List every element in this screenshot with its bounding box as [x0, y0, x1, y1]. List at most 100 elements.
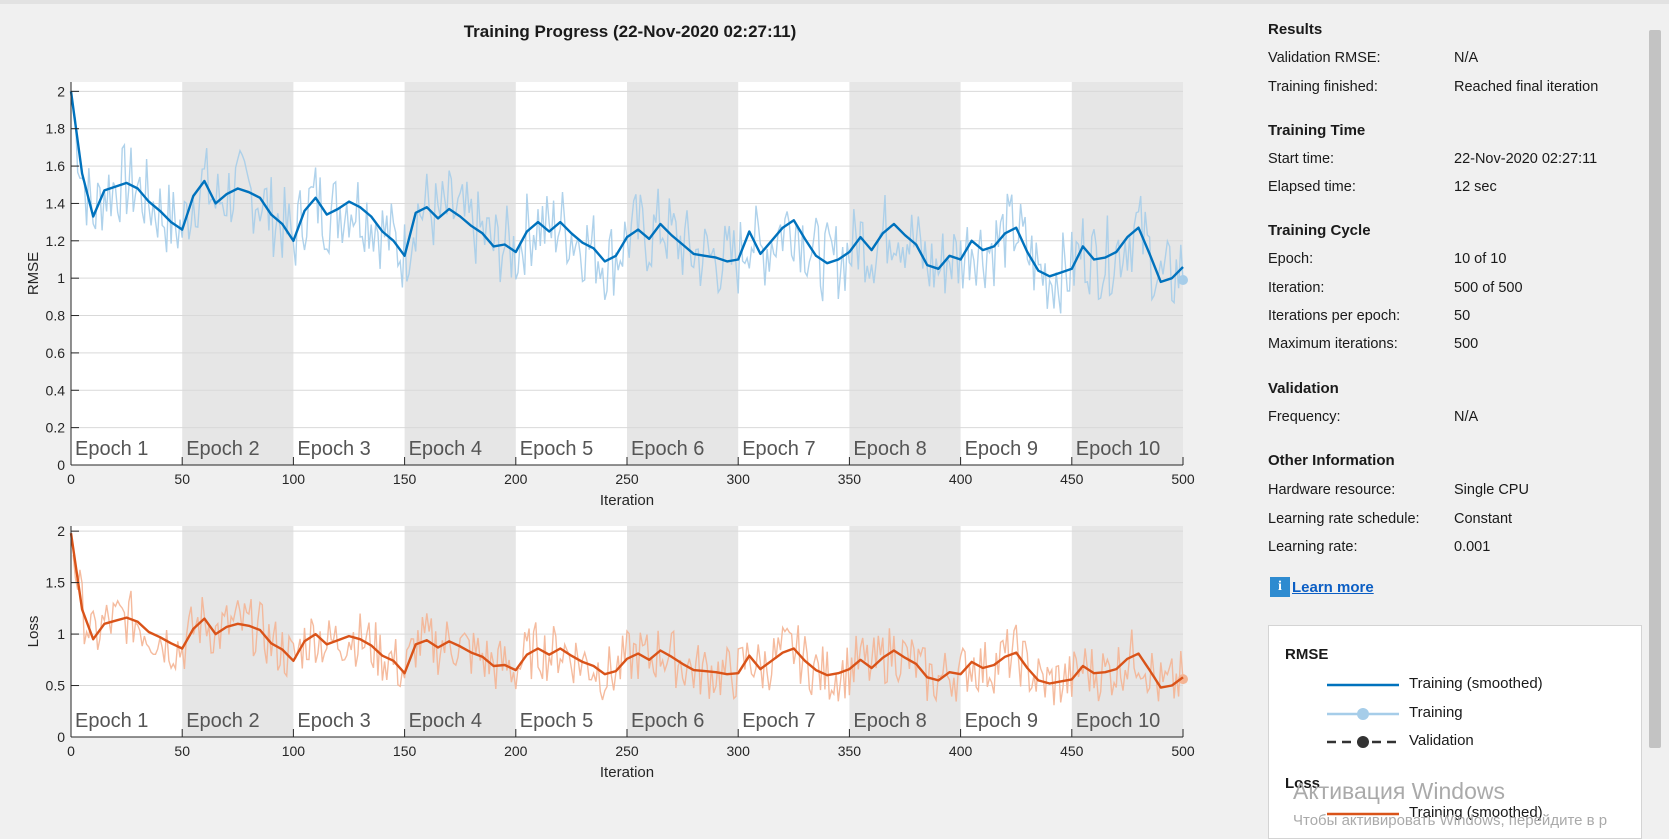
- loss-axes: Epoch 1 Epoch 2 Epoch 3 Epoch 4 Epoch 5 Epoch…: [25, 523, 1195, 781]
- rmse-y-tick-label: 0.4: [46, 382, 66, 398]
- rmse-x-tick-label: 100: [282, 471, 306, 487]
- loss-x-tick-label: 500: [1171, 743, 1195, 759]
- loss-epoch-band: [627, 526, 739, 737]
- loss-epoch-band: [849, 526, 961, 737]
- rmse-training-last-point: [1178, 275, 1188, 286]
- rmse-epoch-label: Epoch 6: [631, 438, 704, 460]
- loss-training-last-point: [1178, 674, 1188, 685]
- loss-x-axis-label: Iteration: [600, 764, 654, 781]
- results-heading: Results: [1268, 21, 1323, 38]
- legend-loss-training-smoothed: Training (smoothed): [1327, 804, 1627, 824]
- rmse-y-tick-label: 1.4: [46, 195, 66, 211]
- legend-loss-training-smoothed-label: Training (smoothed): [1409, 804, 1543, 821]
- loss-y-tick-label: 0: [57, 729, 65, 745]
- maximum-iterations-value: 500: [1454, 336, 1479, 352]
- rmse-epoch-label: Epoch 4: [409, 438, 482, 460]
- training-cycle-heading: Training Cycle: [1268, 222, 1371, 239]
- loss-epoch-label: Epoch 10: [1076, 710, 1161, 732]
- iteration-value: 500 of 500: [1454, 280, 1523, 296]
- legend-rmse-heading: RMSE: [1285, 646, 1329, 663]
- loss-y-tick-label: 2: [57, 523, 65, 539]
- loss-y-tick-label: 1.5: [46, 575, 66, 591]
- rmse-x-tick-label: 150: [393, 471, 417, 487]
- rmse-epoch-label: Epoch 3: [297, 438, 370, 460]
- loss-x-tick-label: 450: [1060, 743, 1084, 759]
- legend-rmse-validation: Validation: [1327, 732, 1627, 752]
- loss-epoch-label: Epoch 4: [409, 710, 482, 732]
- rmse-x-tick-label: 0: [67, 471, 75, 487]
- validation-rmse-value: N/A: [1454, 50, 1479, 66]
- rmse-epoch-band: [404, 82, 516, 465]
- legend-rmse-training-marker: [1357, 708, 1369, 720]
- rmse-x-tick-label: 300: [727, 471, 751, 487]
- windows-activation-watermark: Активация Windows: [1293, 778, 1505, 804]
- info-panel: Results Validation RMSE: N/A Training fi…: [1268, 0, 1638, 837]
- scrollbar-thumb[interactable]: [1649, 30, 1661, 748]
- iteration-label: Iteration:: [1268, 280, 1325, 296]
- loss-epoch-label: Epoch 2: [186, 710, 259, 732]
- rmse-epoch-label: Epoch 7: [742, 438, 815, 460]
- other-information-heading: Other Information: [1268, 452, 1395, 469]
- legend-loss-heading: Loss: [1285, 775, 1321, 792]
- rmse-y-tick-label: 1: [57, 270, 65, 286]
- legend-rmse-training-label: Training: [1409, 704, 1463, 721]
- rmse-epoch-label: Epoch 1: [75, 438, 148, 460]
- rmse-epoch-band: [1071, 82, 1183, 465]
- legend-rmse-training-smoothed-label: Training (smoothed): [1409, 675, 1543, 692]
- rmse-epoch-label: Epoch 8: [853, 438, 926, 460]
- loss-x-tick-label: 400: [949, 743, 973, 759]
- hardware-resource-value: Single CPU: [1454, 482, 1529, 498]
- rmse-y-tick-label: 1.8: [46, 121, 66, 137]
- rmse-y-tick-label: 1.2: [46, 233, 66, 249]
- loss-y-tick-label: 0.5: [46, 678, 66, 694]
- rmse-training-smoothed-line: [69, 91, 1184, 284]
- elapsed-time-value: 12 sec: [1454, 179, 1497, 195]
- iterations-per-epoch-value: 50: [1454, 308, 1471, 324]
- start-time-label: Start time:: [1268, 151, 1335, 167]
- loss-epoch-label: Epoch 8: [853, 710, 926, 732]
- rmse-epoch-label: Epoch 10: [1076, 438, 1161, 460]
- iterations-per-epoch-label: Iterations per epoch:: [1268, 308, 1401, 324]
- rmse-x-axis-label: Iteration: [600, 492, 654, 509]
- rmse-x-tick-label: 200: [504, 471, 528, 487]
- loss-x-tick-label: 350: [838, 743, 862, 759]
- info-icon[interactable]: i: [1270, 577, 1290, 597]
- rmse-epoch-label: Epoch 9: [965, 438, 1038, 460]
- legend-panel: RMSE Training (smoothed) Training Valida…: [1268, 625, 1642, 839]
- loss-x-tick-label: 200: [504, 743, 528, 759]
- legend-rmse-validation-marker: [1357, 736, 1369, 748]
- training-progress-plots: Epoch 1 Epoch 2 Epoch 3 Epoch 4 Epoch 5 Epoch…: [25, 82, 1195, 781]
- validation-rmse-label: Validation RMSE:: [1268, 50, 1381, 66]
- loss-epoch-band: [1071, 526, 1183, 737]
- maximum-iterations-label: Maximum iterations:: [1268, 336, 1398, 352]
- rmse-x-tick-label: 450: [1060, 471, 1084, 487]
- learn-more: i Learn more: [1270, 577, 1374, 597]
- vertical-scrollbar[interactable]: [1645, 22, 1665, 752]
- loss-epoch-label: Epoch 3: [297, 710, 370, 732]
- frequency-value: N/A: [1454, 409, 1479, 425]
- rmse-y-tick-label: 0.6: [46, 345, 66, 361]
- rmse-epoch-label: Epoch 2: [186, 438, 259, 460]
- rmse-axes: Epoch 1 Epoch 2 Epoch 3 Epoch 4 Epoch 5 Epoch…: [25, 82, 1195, 509]
- legend-rmse-training-smoothed: Training (smoothed): [1327, 675, 1627, 695]
- rmse-x-tick-label: 400: [949, 471, 973, 487]
- rmse-epoch-band: [182, 82, 294, 465]
- rmse-y-axis-label: RMSE: [25, 252, 42, 295]
- training-finished-label: Training finished:: [1268, 79, 1378, 95]
- loss-training-line: [72, 554, 1184, 706]
- loss-epoch-band: [404, 526, 516, 737]
- loss-epoch-label: Epoch 5: [520, 710, 593, 732]
- loss-x-tick-label: 50: [174, 743, 190, 759]
- epoch-label: Epoch:: [1268, 251, 1314, 267]
- training-finished-value: Reached final iteration: [1454, 79, 1599, 95]
- loss-x-tick-label: 150: [393, 743, 417, 759]
- elapsed-time-label: Elapsed time:: [1268, 179, 1356, 195]
- loss-epoch-label: Epoch 7: [742, 710, 815, 732]
- rmse-y-tick-label: 0.8: [46, 308, 66, 324]
- loss-epoch-label: Epoch 9: [965, 710, 1038, 732]
- rmse-y-tick-label: 0: [57, 457, 65, 473]
- validation-heading: Validation: [1268, 380, 1339, 397]
- windows-activation-hint: Чтобы активировать Windows, перейдите в …: [1293, 812, 1608, 829]
- learn-more-link[interactable]: Learn more: [1292, 578, 1374, 596]
- rmse-x-tick-label: 250: [615, 471, 639, 487]
